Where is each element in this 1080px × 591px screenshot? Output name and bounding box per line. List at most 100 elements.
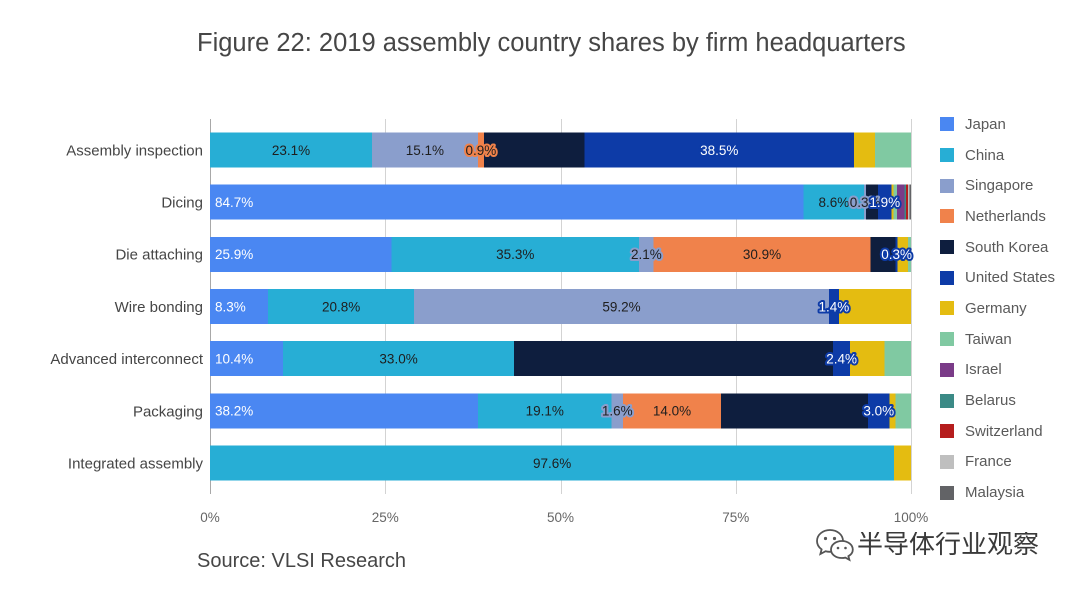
legend-label: Israel — [965, 361, 1002, 379]
bar-segment-netherlands — [622, 393, 722, 429]
data-label-united-states: 3.0% — [863, 404, 894, 419]
data-label-china: 33.0% — [379, 351, 417, 366]
bar-segment-south-korea — [484, 132, 585, 168]
category-label: Die attaching — [115, 247, 203, 264]
bar-segment-singapore — [611, 393, 623, 429]
data-label-singapore: 1.6% — [602, 404, 633, 419]
bar-segment-japan — [210, 236, 392, 272]
bar-segment-japan — [210, 393, 478, 429]
legend-item-south-korea: South Korea — [940, 232, 1055, 263]
legend-label: Netherlands — [965, 207, 1046, 225]
bar-segment-germany — [838, 289, 911, 325]
legend-swatch — [940, 209, 954, 224]
bar-segment-singapore — [413, 289, 829, 325]
data-label-singapore: 15.1% — [406, 143, 444, 158]
bar-segment-china — [268, 289, 414, 325]
bar-segment-south-korea — [721, 393, 869, 429]
legend-item-japan: Japan — [940, 109, 1055, 140]
bar-segment-china — [391, 236, 640, 272]
stacked-bar-chart: 23.1% 15.1% 0.9% 38.5%84.7% 8.6% 0.3%1.9%25.9… — [50, 119, 928, 525]
bar-segment-japan — [210, 184, 804, 220]
legend-label: United States — [965, 269, 1056, 287]
legend-item-germany: Germany — [940, 293, 1055, 324]
data-label-netherlands: 14.0% — [653, 404, 691, 419]
bar-segment-israel — [896, 184, 905, 220]
data-label-united-states: 1.4% — [818, 299, 849, 314]
bar-segment-united-states — [878, 184, 892, 220]
data-label-china: 35.3% — [496, 247, 534, 262]
bar-segment-taiwan — [893, 184, 897, 220]
legend-swatch — [940, 332, 954, 347]
x-tick-label: 25% — [372, 510, 399, 525]
bar-segment-germany — [891, 184, 894, 220]
bar-segment-france — [908, 184, 910, 220]
data-label-united-states: 38.5% — [700, 143, 738, 158]
legend-swatch — [940, 485, 954, 500]
chart-title: Figure 22: 2019 assembly country shares … — [197, 29, 906, 57]
legend-label: Japan — [965, 115, 1006, 133]
legend-item-taiwan: Taiwan — [940, 324, 1055, 355]
legend-item-singapore: Singapore — [940, 170, 1055, 201]
data-label-singapore: 59.2% — [602, 299, 640, 314]
bar-segment-united-states — [895, 236, 898, 272]
legend-swatch — [940, 148, 954, 163]
legend-label: Singapore — [965, 177, 1034, 195]
data-label-japan: 25.9% — [215, 247, 253, 262]
x-tick-label: 75% — [722, 510, 749, 525]
chart-legend: Japan China Singapore Netherlands South Kore… — [940, 109, 1055, 508]
wechat-eye — [836, 546, 840, 550]
legend-item-netherlands: Netherlands — [940, 201, 1055, 232]
legend-swatch — [940, 178, 954, 193]
legend-swatch — [940, 393, 954, 408]
legend-swatch — [940, 270, 954, 285]
data-label-singapore: 2.1% — [631, 247, 662, 262]
data-label-united-states: 2.4% — [826, 351, 857, 366]
source-note: Source: VLSI Research — [197, 550, 406, 572]
category-axis: Assembly inspection Dicing Die attaching Wi… — [50, 142, 203, 472]
bar-segment-belarus — [904, 184, 907, 220]
legend-label: France — [965, 453, 1012, 471]
bar-segment-united-states — [833, 341, 851, 377]
legend-label: Taiwan — [965, 330, 1012, 348]
legend-label: China — [965, 146, 1005, 164]
bar-segment-singapore — [371, 132, 478, 168]
bar-segment-germany — [897, 236, 909, 272]
bar-segment-germany — [894, 445, 911, 481]
bar-segment-china — [282, 341, 515, 377]
legend-swatch — [940, 117, 954, 132]
data-label-singapore: 0.3% — [850, 195, 881, 210]
bar-segment-switzerland — [906, 184, 909, 220]
data-label-japan: 8.3% — [215, 299, 246, 314]
data-label-japan: 84.7% — [215, 195, 253, 210]
legend-label: South Korea — [965, 238, 1049, 256]
data-label-united-states: 1.9% — [869, 195, 900, 210]
bar-segment-south-korea — [514, 341, 834, 377]
data-labels: 23.1% 15.1% 0.9% 38.5%84.7% 8.6% 0.3%1.9%25.9… — [213, 141, 914, 473]
data-label-japan: 38.2% — [215, 404, 253, 419]
data-label-netherlands: 30.9% — [743, 247, 781, 262]
bar-segment-united-states — [868, 393, 890, 429]
x-tick-label: 100% — [894, 510, 929, 525]
bar-segment-japan — [210, 341, 283, 377]
legend-item-malaysia: Malaysia — [940, 477, 1055, 508]
data-label-china: 20.8% — [322, 299, 360, 314]
legend-swatch — [940, 301, 954, 316]
bar-segment-netherlands — [653, 236, 871, 272]
data-label-china: 23.1% — [272, 143, 310, 158]
bar-segment-taiwan — [895, 393, 911, 429]
x-tick-label: 50% — [547, 510, 574, 525]
category-label: Integrated assembly — [68, 455, 204, 472]
legend-label: Switzerland — [965, 422, 1043, 440]
wechat-icon — [815, 527, 855, 563]
value-axis: 0% 25% 50% 75% 100% — [200, 510, 928, 525]
wechat-bubble-small — [830, 540, 854, 562]
legend-swatch — [940, 240, 954, 255]
bar-segment-malaysia — [909, 184, 911, 220]
bar-segment-singapore — [639, 236, 654, 272]
data-label-china: 97.6% — [533, 456, 571, 471]
legend-swatch — [940, 424, 954, 439]
legend-item-belarus: Belarus — [940, 385, 1055, 416]
x-tick-label: 0% — [200, 510, 220, 525]
wechat-eye — [823, 536, 828, 541]
bar-segment-germany — [889, 393, 896, 429]
